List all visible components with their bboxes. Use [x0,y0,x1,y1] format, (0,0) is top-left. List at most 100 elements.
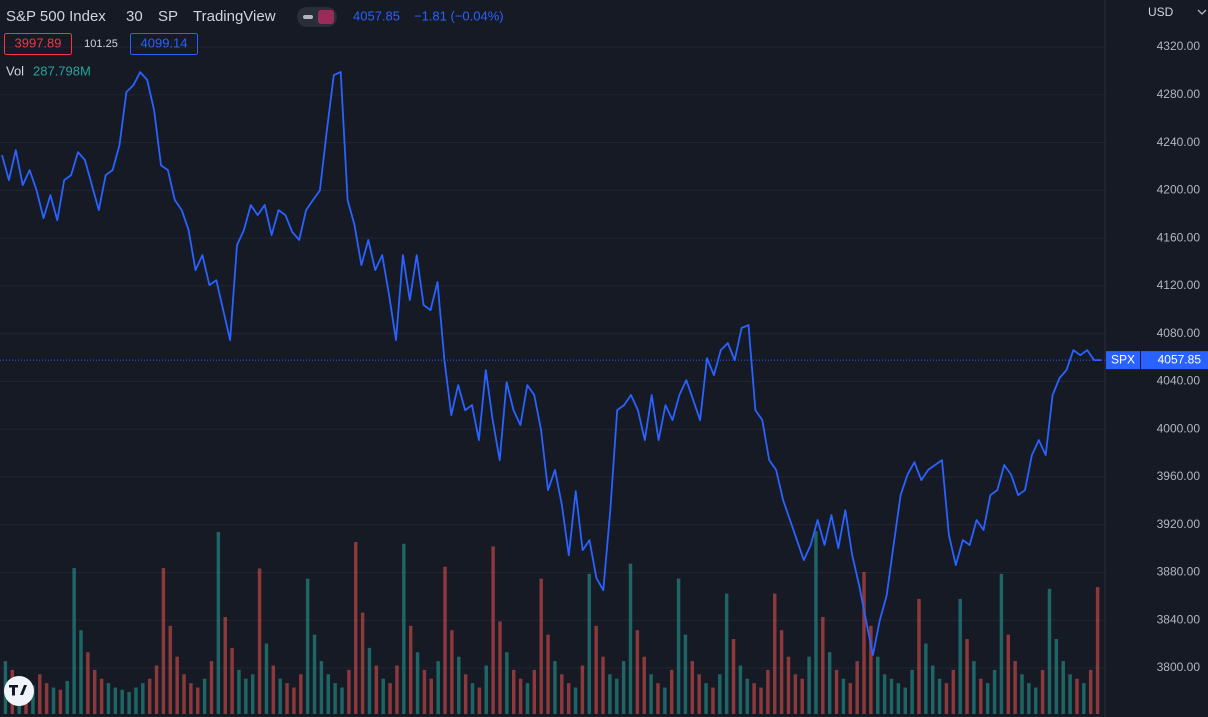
symbol: S&P 500 Index [6,8,106,25]
toggle-icon [303,15,313,19]
volume-bar [690,661,695,714]
volume-bar [154,665,159,714]
volume-bar [422,669,427,714]
volume-bar [79,630,83,714]
volume-bar [525,683,530,714]
volume-bar [779,630,784,714]
volume-bar [326,674,330,714]
volume-bar [848,683,853,714]
volume-bar [1095,587,1100,714]
volume-bar [147,678,152,714]
volume-bar [512,669,516,714]
y-tick-label: 4200.00 [1157,183,1201,197]
volume-bar [532,669,537,714]
volume-bar [182,674,186,714]
volume-bar [299,674,303,714]
volume-bar [134,687,138,714]
volume-bar [1068,674,1072,714]
bid-box[interactable] [4,33,72,55]
volume-value: 287.798M [33,63,91,78]
volume-bar [669,669,674,714]
volume-bar [937,678,942,714]
volume-bar [560,674,564,714]
y-tick-label: 4280.00 [1157,87,1201,101]
volume-bar [766,669,770,714]
volume-bar [477,687,482,714]
volume-bar [731,639,736,714]
volume-bar [38,674,42,714]
volume-bar [972,661,976,714]
volume-bar [1047,588,1052,714]
volume-bar [827,652,832,714]
volume-bar [388,683,392,714]
volume-bar [44,683,49,714]
volume-bar [1020,674,1024,714]
volume-bar [127,691,131,714]
volume-bar [340,687,344,714]
source: TradingView [193,8,276,25]
y-tick-label: 3800.00 [1157,660,1201,674]
volume-bar [773,593,777,714]
volume-bar [553,661,557,714]
volume-bar [161,568,166,714]
volume-bar [1088,669,1093,714]
volume-bar [793,674,798,714]
volume-bar [168,625,173,714]
spread: 101.25 [84,38,118,50]
volume-bar [1061,661,1065,714]
volume-bar [347,669,351,714]
volume-bar [985,683,990,714]
volume-bar [917,598,921,714]
volume-bar [518,678,523,714]
volume-bar [958,598,962,714]
volume-bar [443,566,447,714]
volume-bar [587,573,591,714]
price-tag [1141,351,1208,370]
y-tick-label: 3880.00 [1157,565,1201,579]
volume-bar [408,625,413,714]
volume-bar [834,669,839,714]
volume-bar [457,656,461,714]
volume-bar [1027,683,1031,714]
volume-bar [31,685,35,714]
change: −1.81 (−0.04%) [414,8,504,23]
volume-bar [621,661,626,714]
volume-bar [216,531,221,714]
y-tick-label: 4160.00 [1157,230,1201,244]
volume-bar [436,661,440,714]
volume-bar [924,643,928,714]
volume-bar [250,674,255,714]
volume-bar [470,683,475,714]
volume-bar [285,683,289,714]
dropdown-icon[interactable] [1197,9,1207,15]
volume-bar [484,665,488,714]
volume-bar [360,612,365,714]
volume-bar [99,678,104,714]
volume-bar [367,647,372,714]
volume-bar [58,689,63,714]
volume-bar [656,683,660,714]
y-tick-label: 4320.00 [1157,39,1201,53]
volume-bar [814,531,818,714]
volume-bar [683,634,688,714]
logo[interactable] [4,676,34,706]
volume-bar [1006,634,1010,714]
toggle-icon [318,10,334,24]
y-tick-label: 3920.00 [1157,517,1201,531]
price-tag-label: 4057.85 [1158,352,1202,366]
symbol-tag-label: SPX [1111,352,1135,366]
y-tick-label: 3960.00 [1157,469,1201,483]
ask: 4099.14 [141,35,188,50]
volume-bar [608,674,612,714]
volume-bar [752,683,756,714]
volume-bar [718,674,722,714]
ask-box[interactable] [130,33,198,55]
volume-bar [642,656,646,714]
volume-bar [930,665,935,714]
volume-bar [992,669,997,714]
volume-bar [1013,661,1017,714]
volume-bar [869,625,873,714]
volume-bar [93,669,97,714]
